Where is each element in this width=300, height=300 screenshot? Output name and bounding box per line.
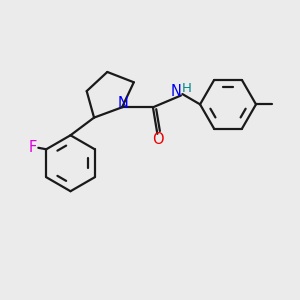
- Text: N: N: [118, 96, 128, 111]
- Text: F: F: [29, 140, 37, 155]
- Text: H: H: [181, 82, 191, 95]
- Text: N: N: [171, 85, 182, 100]
- Text: O: O: [152, 132, 164, 147]
